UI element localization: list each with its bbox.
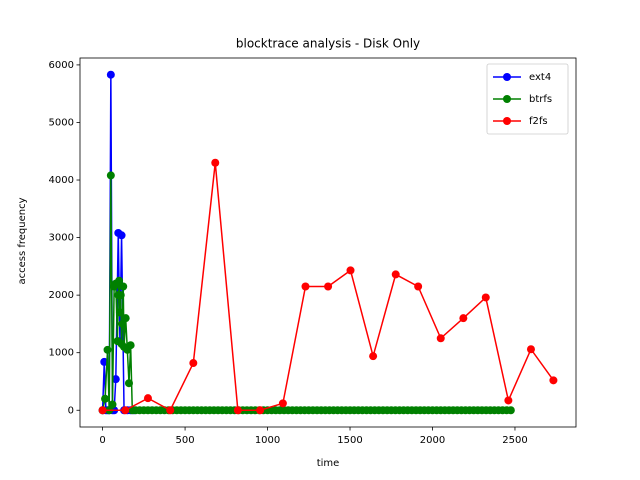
- data-point: [106, 70, 115, 79]
- legend-swatch-marker: [503, 73, 511, 81]
- data-point: [481, 293, 490, 302]
- data-point: [119, 282, 128, 291]
- legend-swatch-marker: [503, 117, 511, 125]
- data-point: [278, 399, 287, 408]
- data-point: [116, 291, 125, 300]
- data-point: [108, 400, 117, 409]
- x-tick-label: 0: [99, 435, 105, 446]
- data-point: [103, 345, 112, 354]
- data-point: [301, 282, 310, 291]
- data-point: [143, 394, 152, 403]
- y-tick-label: 1000: [49, 348, 74, 359]
- data-point: [436, 334, 445, 343]
- data-point: [117, 231, 126, 240]
- data-point: [121, 406, 130, 415]
- data-point: [414, 282, 423, 291]
- data-point: [324, 282, 333, 291]
- legend-box: [486, 63, 569, 135]
- y-tick-label: 2000: [49, 290, 74, 301]
- y-tick-label: 4000: [49, 175, 74, 186]
- data-point: [101, 394, 110, 403]
- data-point: [124, 379, 133, 388]
- y-tick-label: 3000: [49, 233, 74, 244]
- legend-label: btrfs: [529, 94, 552, 105]
- data-point: [115, 276, 124, 285]
- data-point: [506, 406, 515, 415]
- data-point: [369, 352, 378, 361]
- data-point: [98, 406, 107, 415]
- x-tick-label: 500: [176, 435, 195, 446]
- data-point: [233, 406, 242, 415]
- x-tick-label: 1500: [337, 435, 362, 446]
- data-point: [121, 314, 130, 323]
- data-point: [526, 345, 535, 354]
- data-point: [391, 270, 400, 279]
- data-point: [166, 406, 175, 415]
- chart-title: blocktrace analysis - Disk Only: [236, 37, 420, 51]
- y-axis-label: access frequency: [17, 197, 28, 284]
- data-point: [189, 359, 198, 368]
- legend-label: ext4: [529, 72, 551, 83]
- x-tick-label: 2500: [502, 435, 527, 446]
- x-tick-label: 2000: [420, 435, 445, 446]
- data-point: [459, 314, 468, 323]
- axes-frame: [79, 57, 577, 428]
- data-point: [504, 396, 513, 405]
- legend: ext4 btrfs f2fs: [486, 63, 569, 135]
- data-point: [211, 158, 220, 167]
- x-tick-label: 1000: [255, 435, 280, 446]
- data-point: [106, 171, 115, 180]
- legend-label: f2fs: [529, 116, 548, 127]
- data-point: [549, 376, 558, 385]
- legend-swatch-marker: [503, 95, 511, 103]
- plot-area: [98, 70, 558, 415]
- y-tick-label: 6000: [49, 60, 74, 71]
- data-point: [126, 341, 135, 350]
- data-point: [111, 375, 120, 384]
- data-point: [256, 406, 265, 415]
- data-point: [115, 308, 124, 317]
- y-tick-label: 5000: [49, 117, 74, 128]
- data-point: [346, 266, 355, 275]
- x-axis-label: time: [317, 458, 340, 469]
- y-tick-label: 0: [68, 405, 74, 416]
